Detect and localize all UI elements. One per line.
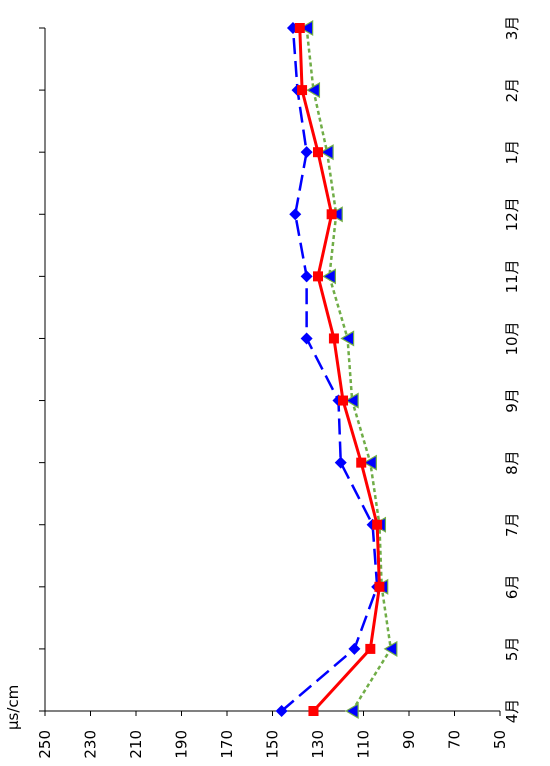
- category-tick-label: 4月: [503, 699, 521, 724]
- value-tick-label: 210: [127, 730, 145, 759]
- data-point-triangle: [319, 144, 334, 161]
- value-tick-label: 90: [400, 730, 418, 749]
- data-point-triangle: [306, 82, 321, 99]
- data-point-diamond: [334, 456, 347, 469]
- data-point-triangle: [383, 640, 398, 657]
- data-point-square: [308, 706, 319, 716]
- value-tick-label: 170: [218, 730, 236, 759]
- data-point-diamond: [275, 705, 288, 717]
- value-tick-label: 110: [355, 730, 373, 759]
- category-tick-label: 1月: [503, 140, 521, 165]
- data-point-square: [313, 147, 323, 158]
- data-point-diamond: [289, 208, 302, 221]
- category-tick-label: 2月: [503, 78, 521, 103]
- category-tick-label: 5月: [503, 637, 521, 662]
- category-tick-label: 3月: [503, 16, 521, 41]
- category-tick-label: 11月: [503, 259, 521, 293]
- data-point-diamond: [300, 146, 313, 159]
- value-tick-label: 150: [264, 730, 282, 759]
- data-point-square: [356, 457, 367, 468]
- data-point-triangle: [299, 19, 314, 37]
- data-point-triangle: [344, 392, 359, 409]
- value-tick-label: 70: [446, 730, 464, 749]
- series-dotted-green-triangle: [299, 19, 398, 720]
- data-point-square: [297, 85, 308, 96]
- data-point-square: [313, 271, 323, 282]
- category-tick-label: 8月: [503, 450, 521, 475]
- data-point-diamond: [300, 270, 313, 283]
- series-dashed-blue-diamond: [275, 22, 384, 717]
- value-tick-label: 250: [36, 730, 54, 759]
- category-tick-label: 6月: [503, 575, 521, 600]
- value-axis-ticks: 250 230 210 190 170 150 130 110 90 70 50: [36, 711, 509, 759]
- series-solid-red-square: [294, 23, 385, 716]
- data-point-square: [338, 395, 349, 406]
- data-point-triangle: [322, 268, 336, 285]
- value-tick-label: 50: [491, 730, 509, 749]
- category-tick-label: 10月: [503, 321, 521, 355]
- value-tick-label: 130: [309, 730, 327, 759]
- data-point-triangle: [363, 454, 377, 471]
- series-line: [305, 27, 393, 712]
- data-point-square: [372, 519, 383, 530]
- data-point-square: [326, 209, 337, 220]
- data-point-square: [294, 23, 305, 33]
- value-tick-label: 190: [173, 730, 191, 759]
- data-point-diamond: [348, 642, 361, 655]
- data-point-triangle: [344, 702, 359, 720]
- category-axis-ticks: 4月 5月 6月 7月 8月 9月 10月 11月 12月 1月 2月 3月: [39, 16, 521, 724]
- value-tick-label: 230: [82, 730, 100, 759]
- data-point-square: [374, 581, 385, 592]
- category-tick-label: 9月: [503, 388, 521, 413]
- data-point-square: [365, 643, 376, 654]
- data-point-triangle: [340, 330, 355, 347]
- category-tick-label: 12月: [503, 197, 521, 231]
- series-layer: [275, 19, 398, 720]
- series-line: [298, 27, 381, 713]
- series-line: [280, 27, 379, 712]
- category-tick-label: 7月: [503, 512, 521, 537]
- data-point-square: [328, 333, 339, 344]
- unit-label: μs/cm: [4, 685, 22, 730]
- data-point-diamond: [300, 332, 313, 345]
